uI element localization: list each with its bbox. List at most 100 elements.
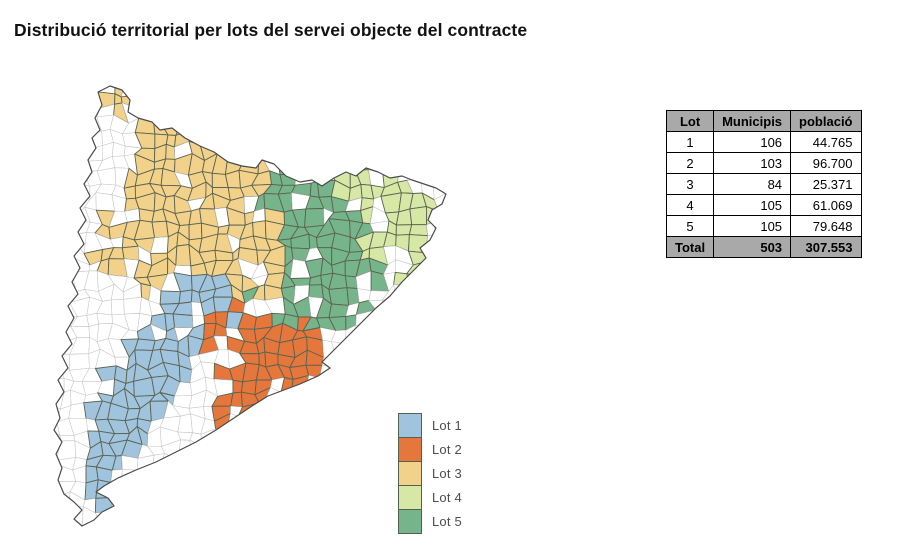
legend-item-lot-4: Lot 4 — [398, 485, 462, 510]
legend-label-lot-1: Lot 1 — [432, 418, 462, 433]
municipality-cell — [187, 482, 206, 495]
municipality-cell — [342, 486, 361, 498]
municipality-cell — [241, 470, 258, 488]
municipality-cell — [178, 456, 194, 470]
municipality-cell — [228, 495, 245, 512]
municipality-cell — [227, 102, 243, 123]
municipality-cell — [199, 103, 219, 122]
municipality-cell — [54, 205, 61, 227]
municipality-cell — [100, 519, 112, 526]
municipality-cell — [348, 104, 358, 123]
municipality-cell — [36, 238, 51, 251]
municipality-cell — [32, 467, 47, 480]
table-row-lot-2: 2 103 96.700 — [665, 152, 862, 174]
municipality-cell — [56, 271, 77, 292]
municipality-cell — [292, 480, 306, 501]
municipality-cell — [423, 276, 435, 292]
cell-total-poblacio: 307.553 — [790, 236, 862, 258]
cell-municipis: 105 — [713, 194, 792, 216]
municipality-cell — [425, 286, 434, 305]
municipality-cell — [449, 277, 460, 292]
municipality-cell — [54, 173, 63, 186]
municipality-cell — [34, 312, 48, 331]
municipality-cell — [356, 336, 375, 355]
municipality-cell — [213, 86, 233, 96]
municipality-cell — [408, 310, 423, 327]
municipality-cell — [36, 82, 50, 90]
municipality-cell — [123, 505, 143, 526]
municipality-cell — [74, 147, 89, 162]
municipality-cell — [267, 114, 286, 137]
municipality-cell — [345, 353, 362, 371]
municipality-cell — [36, 226, 50, 240]
municipality-cell — [293, 105, 305, 121]
municipality-cell — [423, 257, 437, 279]
municipality-cell — [174, 467, 194, 484]
municipality-cell — [36, 206, 48, 227]
municipality-cell — [54, 182, 61, 196]
municipality-cell — [359, 520, 374, 526]
municipality-cell — [136, 86, 155, 97]
municipality-cell — [30, 336, 50, 353]
municipality-cell — [57, 144, 78, 158]
municipality-cell — [136, 498, 155, 513]
municipality-cell — [54, 328, 64, 345]
municipality-cell — [30, 350, 48, 364]
municipality-cell — [307, 135, 325, 149]
municipality-cell — [55, 194, 78, 215]
municipality-cell — [240, 117, 259, 136]
map-legend: Lot 1 Lot 2 Lot 3 Lot 4 Lot 5 — [398, 413, 462, 534]
municipality-cell — [73, 131, 89, 150]
municipality-cell — [419, 154, 440, 167]
municipality-cell — [254, 496, 271, 507]
municipality-cell — [161, 93, 180, 106]
municipality-cell — [68, 402, 87, 419]
municipality-cell — [31, 194, 49, 211]
municipality-cell — [398, 104, 410, 124]
municipality-cell — [347, 432, 364, 448]
municipality-cell — [289, 387, 308, 407]
municipality-cell — [451, 366, 460, 379]
municipality-cell — [316, 415, 336, 434]
table-row-lot-1: 1 106 44.765 — [665, 131, 862, 153]
municipality-cell — [213, 482, 233, 496]
municipality-cell — [354, 128, 374, 150]
municipality-cell — [439, 133, 446, 146]
municipality-cell — [432, 117, 446, 136]
municipality-cell — [448, 288, 460, 305]
municipality-cell — [371, 129, 388, 150]
municipality-cell — [278, 391, 292, 407]
municipality-cell — [367, 363, 388, 382]
municipality-cell — [447, 183, 460, 200]
municipality-cell — [54, 284, 58, 305]
municipality-cell — [305, 414, 324, 429]
municipality-cell — [368, 388, 388, 406]
municipality-cell — [410, 285, 429, 305]
municipality-cell — [217, 115, 232, 135]
municipality-cell — [213, 520, 232, 526]
municipality-cell — [371, 440, 388, 462]
municipality-cell — [355, 89, 377, 106]
municipality-cell — [347, 156, 361, 171]
municipality-cell — [328, 387, 348, 406]
municipality-cell — [434, 349, 446, 367]
legend-label-lot-4: Lot 4 — [432, 490, 462, 505]
municipality-cell — [81, 91, 101, 109]
table-row-lot-4: 4 105 61.069 — [665, 194, 862, 216]
municipality-cell — [251, 520, 267, 526]
municipality-cell — [302, 498, 319, 508]
municipality-cell — [372, 520, 383, 526]
municipality-cell — [433, 91, 446, 107]
municipality-cell — [280, 457, 298, 471]
municipality-cell — [136, 469, 152, 487]
municipality-cell — [419, 364, 438, 384]
municipality-cell — [433, 309, 446, 330]
municipality-cell — [329, 454, 348, 474]
municipality-cell — [123, 296, 142, 315]
municipality-cell — [251, 86, 268, 96]
municipality-cell — [407, 166, 423, 181]
municipality-cell — [159, 290, 181, 305]
municipality-cell — [35, 271, 50, 291]
legend-item-lot-2: Lot 2 — [398, 437, 462, 462]
municipality-cell — [242, 93, 255, 103]
